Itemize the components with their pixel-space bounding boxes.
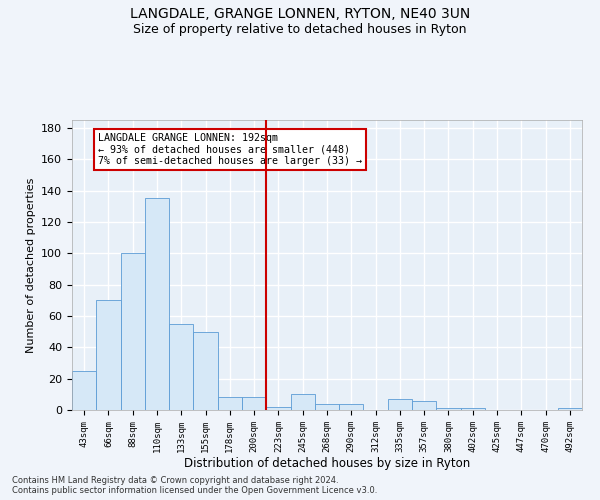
Bar	[388, 399, 412, 410]
Bar	[96, 300, 121, 410]
Bar	[242, 398, 266, 410]
Bar	[193, 332, 218, 410]
Y-axis label: Number of detached properties: Number of detached properties	[26, 178, 35, 352]
Bar	[339, 404, 364, 410]
Bar	[436, 408, 461, 410]
Bar	[412, 400, 436, 410]
Bar	[290, 394, 315, 410]
Text: Distribution of detached houses by size in Ryton: Distribution of detached houses by size …	[184, 458, 470, 470]
Bar	[461, 408, 485, 410]
Bar	[558, 408, 582, 410]
Text: LANGDALE, GRANGE LONNEN, RYTON, NE40 3UN: LANGDALE, GRANGE LONNEN, RYTON, NE40 3UN	[130, 8, 470, 22]
Text: LANGDALE GRANGE LONNEN: 192sqm
← 93% of detached houses are smaller (448)
7% of : LANGDALE GRANGE LONNEN: 192sqm ← 93% of …	[97, 133, 361, 166]
Bar	[121, 253, 145, 410]
Text: Contains HM Land Registry data © Crown copyright and database right 2024.
Contai: Contains HM Land Registry data © Crown c…	[12, 476, 377, 495]
Bar	[145, 198, 169, 410]
Bar	[169, 324, 193, 410]
Text: Size of property relative to detached houses in Ryton: Size of property relative to detached ho…	[133, 22, 467, 36]
Bar	[315, 404, 339, 410]
Bar	[72, 371, 96, 410]
Bar	[266, 407, 290, 410]
Bar	[218, 398, 242, 410]
